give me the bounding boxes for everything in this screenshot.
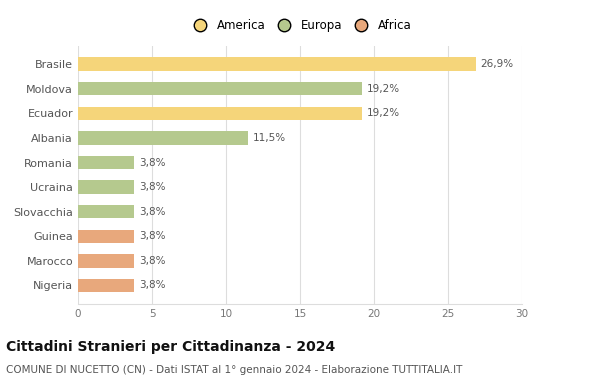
- Bar: [78, 156, 134, 169]
- Text: COMUNE DI NUCETTO (CN) - Dati ISTAT al 1° gennaio 2024 - Elaborazione TUTTITALIA: COMUNE DI NUCETTO (CN) - Dati ISTAT al 1…: [6, 365, 463, 375]
- Bar: [78, 57, 476, 71]
- Bar: [78, 82, 362, 95]
- Text: Cittadini Stranieri per Cittadinanza - 2024: Cittadini Stranieri per Cittadinanza - 2…: [6, 340, 335, 354]
- Text: 3,8%: 3,8%: [139, 280, 165, 290]
- Bar: [78, 205, 134, 218]
- Text: 11,5%: 11,5%: [253, 133, 286, 143]
- Bar: [78, 254, 134, 268]
- Bar: [78, 180, 134, 194]
- Text: 19,2%: 19,2%: [367, 108, 400, 118]
- Text: 26,9%: 26,9%: [481, 59, 514, 69]
- Text: 3,8%: 3,8%: [139, 207, 165, 217]
- Text: 19,2%: 19,2%: [367, 84, 400, 94]
- Text: 3,8%: 3,8%: [139, 231, 165, 241]
- Bar: [78, 230, 134, 243]
- Text: 3,8%: 3,8%: [139, 182, 165, 192]
- Text: 3,8%: 3,8%: [139, 157, 165, 168]
- Text: 3,8%: 3,8%: [139, 256, 165, 266]
- Bar: [78, 131, 248, 145]
- Bar: [78, 106, 362, 120]
- Legend: America, Europa, Africa: America, Europa, Africa: [185, 15, 415, 35]
- Bar: [78, 279, 134, 292]
